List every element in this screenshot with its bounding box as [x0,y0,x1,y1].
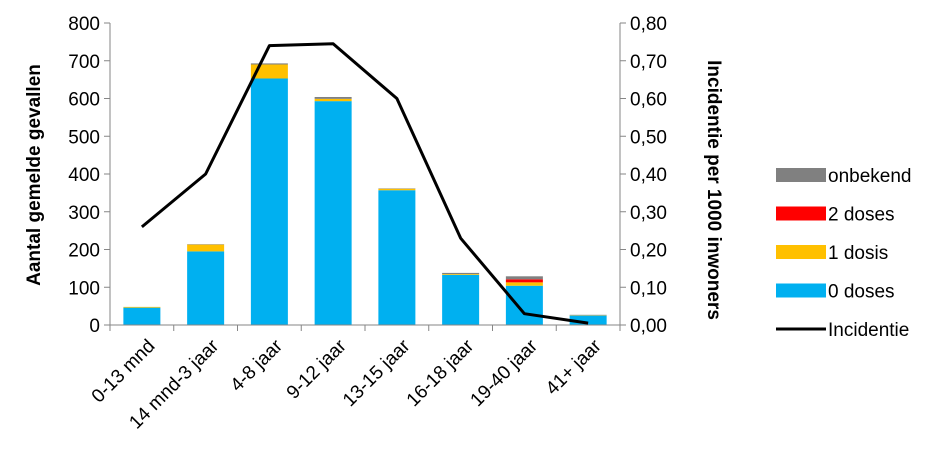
x-tick-label: 19-40 jaar [467,335,543,411]
bar-onbekend-2 [250,63,288,65]
bar-0-doses-5 [442,274,480,325]
x-tick-label: 4-8 jaar [227,335,288,396]
bar-1-dosis-2 [250,64,288,79]
y-tick-label: 800 [68,14,100,35]
bar-0-doses-1 [187,251,225,325]
x-tick-label: 16-18 jaar [403,335,479,411]
ticks-layer: 0 100 200 300 400 500 600 700 800 0,00 0,10 0,20 0,3… [68,14,667,433]
legend-swatch-onbekend [776,168,826,182]
bar-onbekend-5 [442,272,480,275]
y2-tick-label: 0,30 [630,203,667,224]
y-tick-label: 600 [68,90,100,111]
legend-label: Incidentie [828,320,909,341]
bars-layer [123,63,607,326]
y2-tick-label: 0,10 [630,278,667,299]
incidence-line-layer [140,42,589,325]
incidence-line [140,42,589,325]
legend-label: 1 dosis [828,243,888,264]
y-tick-label: 100 [68,278,100,299]
y2-tick-label: 0,40 [630,165,667,186]
axes-layer [104,22,626,331]
bar-1-dosis-1 [187,244,225,252]
legend-label: onbekend [828,166,911,187]
y2-tick-label: 0,50 [630,127,667,148]
legend-swatch-1-dosis [776,245,826,259]
x-tick-label: 41+ jaar [542,335,606,399]
y-tick-label: 400 [68,165,100,186]
y2-tick-label: 0,80 [630,14,667,35]
bar-1-dosis-0 [123,306,161,308]
bar-2-doses-6 [505,279,543,283]
legend-label: 2 doses [828,205,895,226]
bar-onbekend-3 [314,96,352,99]
legend-swatch-2-doses [776,206,826,221]
bar-0-doses-7 [569,315,607,325]
y2-tick-label: 0,20 [630,241,667,262]
bar-0-doses-6 [505,285,543,325]
bar-0-doses-3 [314,101,352,325]
legend-swatch-0-doses [776,283,826,298]
legend: onbekend 2 doses 1 dosis 0 doses Incidentie [776,166,911,341]
y-tick-label: 200 [68,241,100,262]
legend-label: 0 doses [828,282,895,303]
x-tick-label: 13-15 jaar [339,335,415,411]
y2-tick-label: 0,00 [630,316,667,337]
bar-0-doses-0 [123,307,161,325]
bar-1-dosis-4 [378,188,416,191]
y2-tick-label: 0,60 [630,90,667,111]
y-tick-label: 500 [68,127,100,148]
y2-axis-title: Incidentie per 1000 inwoners [703,60,724,320]
y-axis-title: Aantal gemelde gevallen [24,64,45,286]
bar-0-doses-2 [250,78,288,326]
bar-1-dosis-6 [505,282,543,286]
bar-0-doses-4 [378,190,416,325]
bar-1-dosis-3 [314,98,352,102]
y-tick-label: 0 [89,316,100,337]
y-tick-label: 300 [68,203,100,224]
y-tick-label: 700 [68,52,100,73]
y2-tick-label: 0,70 [630,52,667,73]
bar-onbekend-6 [505,276,543,280]
bar-1-dosis-5 [442,274,480,275]
